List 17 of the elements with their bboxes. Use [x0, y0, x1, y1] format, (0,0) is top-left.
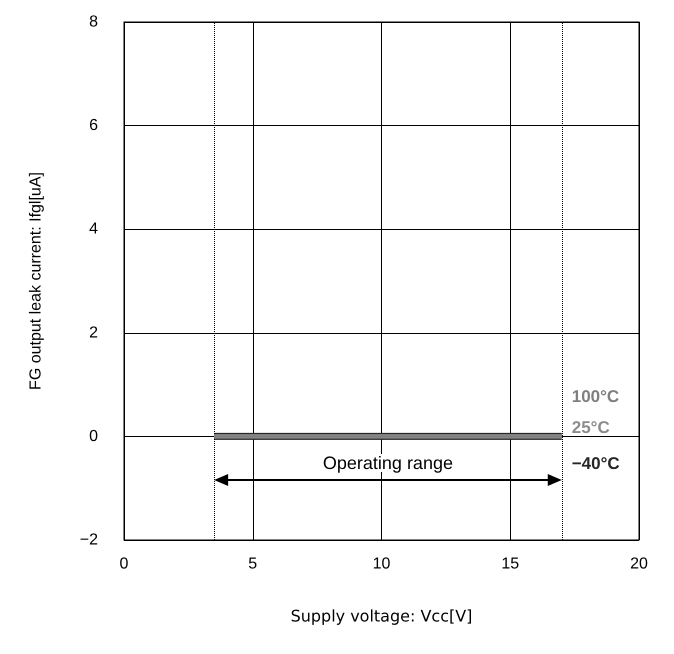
- y-tick-label: 6: [89, 117, 98, 134]
- y-axis-title: FG output leak current: Ifgl[uA]: [28, 172, 44, 390]
- y-tick-label: 0: [89, 428, 98, 445]
- series-label: −40°C: [572, 454, 620, 473]
- y-tick-label: 8: [89, 14, 98, 30]
- y-tick-label: −2: [80, 532, 98, 548]
- x-tick-label: 20: [630, 556, 648, 572]
- x-tick-label: 5: [248, 556, 258, 572]
- x-axis-title: Supply voltage: Vcc[V]: [290, 606, 472, 626]
- annotation: Operating range: [322, 453, 453, 473]
- series-label: 25°C: [572, 418, 610, 437]
- y-tick-label: 4: [89, 220, 98, 238]
- x-tick-label: 0: [120, 556, 129, 572]
- series-label: 100°C: [572, 386, 620, 406]
- y-tick-label: 2: [89, 324, 98, 342]
- x-tick-label: 15: [501, 556, 520, 572]
- x-tick-label: 10: [372, 556, 390, 572]
